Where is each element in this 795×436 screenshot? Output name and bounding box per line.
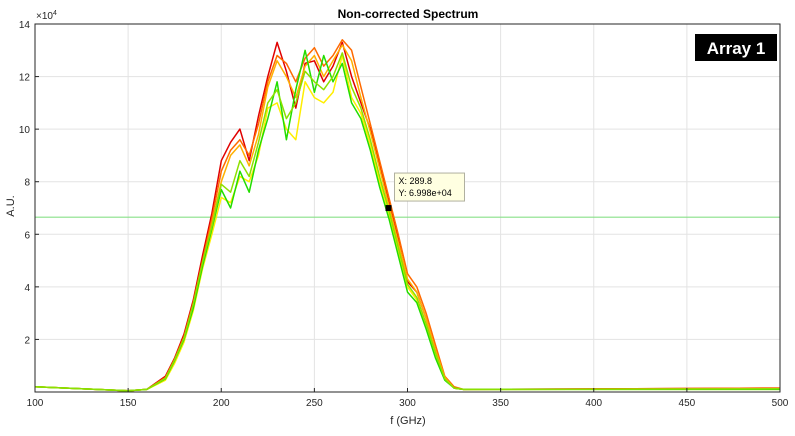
x-tick-label: 450 [679,398,696,409]
x-tick-label: 100 [27,398,44,409]
y-tick-label: 12 [19,73,31,84]
x-tick-label: 200 [213,398,230,409]
array-badge-label: Array 1 [707,39,766,58]
x-tick-labels: 100 150 200 250 300 350 400 450 500 [27,388,789,409]
x-axis-label: f (GHz) [390,415,425,427]
x-tick-label: 300 [399,398,416,409]
y-tick-label: 14 [19,20,31,31]
x-tick-label: 400 [585,398,602,409]
x-tick-label: 350 [492,398,509,409]
chart-title: Non-corrected Spectrum [338,7,479,21]
array-badge: Array 1 [695,34,777,61]
y-tick-label: 2 [24,335,30,346]
series-line-6 [34,52,781,392]
series-line-5 [34,49,780,392]
data-tip[interactable]: X: 289.8 Y: 6.998e+04 [385,172,466,212]
y-tick-label: 8 [24,178,30,189]
y-tick-label: 4 [24,283,30,294]
data-tip-x: X: 289.8 [399,176,433,186]
x-tick-label: 150 [120,398,137,409]
data-tip-y: Y: 6.998e+04 [399,188,452,198]
data-tip-box [394,172,466,202]
x-tick-label: 500 [772,398,789,409]
array-badge-background [695,34,777,61]
series-layer [34,39,781,392]
x-tick-label: 250 [306,398,323,409]
y-tick-label: 6 [24,230,30,241]
y-exponent-label: ×104 [36,10,57,22]
y-tick-labels: 2 4 6 8 10 12 14 [19,20,39,346]
y-tick-label: 10 [19,125,31,136]
y-axis-label: A.U. [5,195,17,216]
data-tip-marker[interactable] [385,205,392,212]
